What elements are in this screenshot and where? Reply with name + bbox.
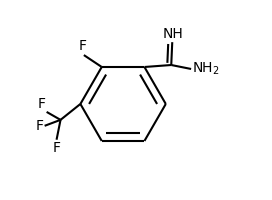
- Text: NH: NH: [163, 27, 184, 41]
- Text: F: F: [79, 39, 87, 53]
- Text: NH$_2$: NH$_2$: [192, 61, 220, 77]
- Text: F: F: [38, 97, 46, 111]
- Text: F: F: [52, 141, 61, 155]
- Text: F: F: [36, 119, 44, 133]
